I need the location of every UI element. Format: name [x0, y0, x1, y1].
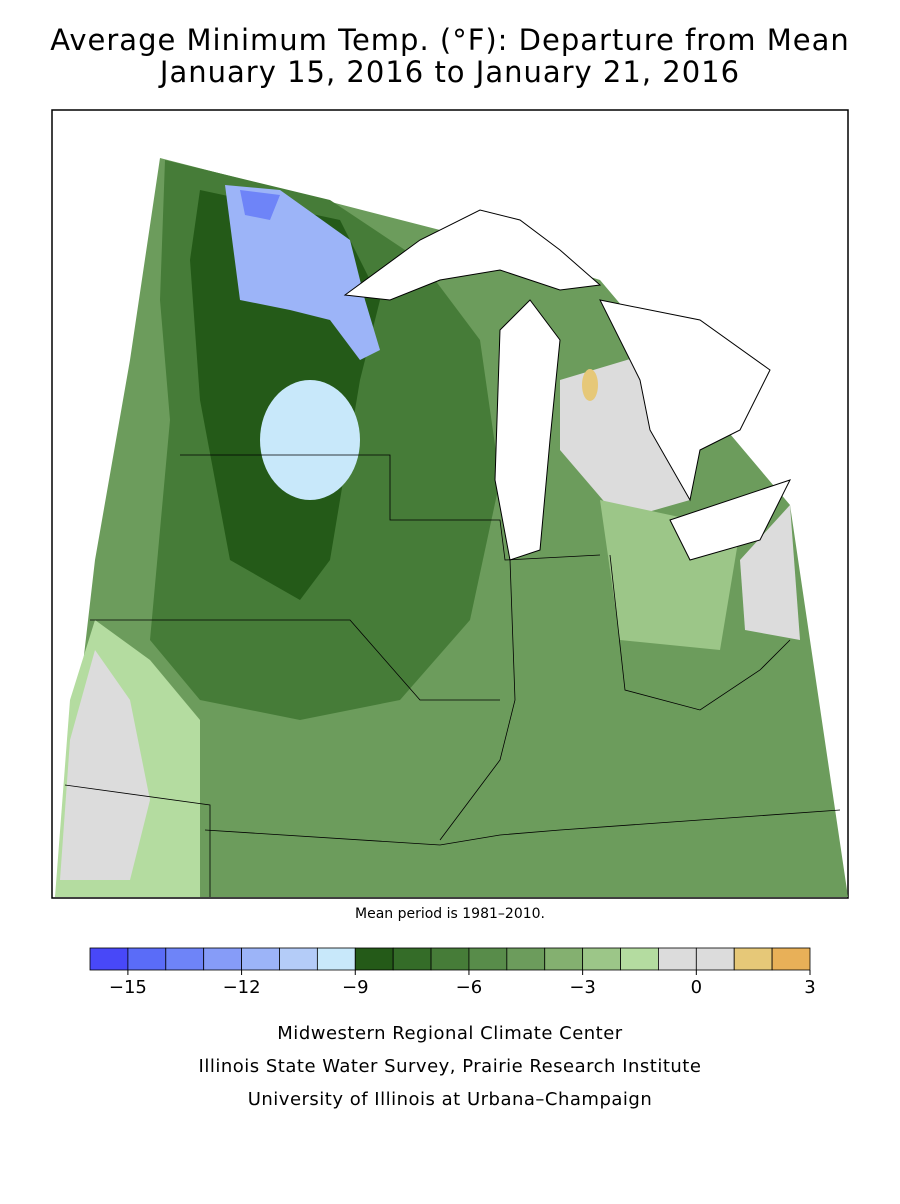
region [225, 185, 380, 360]
region [60, 650, 150, 880]
border [204, 809, 841, 846]
colorbar-bin [582, 947, 621, 971]
lake [343, 209, 602, 301]
colorbar-bin [544, 947, 584, 971]
colorbar-bin [658, 947, 697, 971]
colorbar: −15 −12 −9 −6 −3 0 3 [89, 947, 816, 998]
credit: University of Illinois at Urbana–Champai… [248, 1089, 653, 1110]
colorbar-tick-label: −9 [342, 977, 369, 998]
border [180, 454, 601, 561]
region [260, 380, 360, 500]
colorbar-bin [430, 947, 470, 971]
colorbar-bin [89, 947, 129, 971]
credit: Illinois State Water Survey, Prairie Res… [199, 1056, 702, 1077]
colorbar-tick-label: −15 [109, 977, 147, 998]
colorbar-bin [733, 947, 773, 971]
colorbar-bin [771, 947, 811, 971]
region [740, 505, 800, 640]
colorbar-tick-label: −3 [569, 977, 596, 998]
colorbar-bin [620, 947, 659, 971]
colorbar-tick-label: 3 [804, 977, 815, 998]
colorbar-bin [468, 947, 508, 971]
colorbar-bin [316, 947, 356, 971]
subtitle: January 15, 2016 to January 21, 2016 [158, 55, 740, 89]
border [90, 619, 500, 701]
colorbar-bin [127, 947, 167, 971]
lake [669, 479, 791, 561]
colorbar-tick-label: −12 [223, 977, 261, 998]
colorbar-bin [392, 947, 432, 971]
map [51, 109, 849, 899]
colorbar-bin [506, 947, 546, 971]
lake [494, 299, 561, 561]
note: Mean period is 1981–2010. [355, 906, 545, 922]
colorbar-bin [279, 947, 318, 971]
colorbar-bin [241, 947, 280, 971]
colorbar-bin [203, 947, 242, 971]
region [582, 369, 598, 401]
colorbar-tick-label: 0 [691, 977, 702, 998]
border [64, 784, 211, 897]
border [439, 559, 516, 841]
lake [599, 299, 771, 502]
border [609, 554, 791, 711]
credit: Midwestern Regional Climate Center [277, 1023, 623, 1044]
colorbar-tick-label: −6 [456, 977, 483, 998]
title: Average Minimum Temp. (°F): Departure fr… [50, 23, 850, 57]
colorbar-bin [354, 947, 394, 971]
region [240, 190, 280, 220]
colorbar-bin [695, 947, 735, 971]
colorbar-bin [165, 947, 205, 971]
